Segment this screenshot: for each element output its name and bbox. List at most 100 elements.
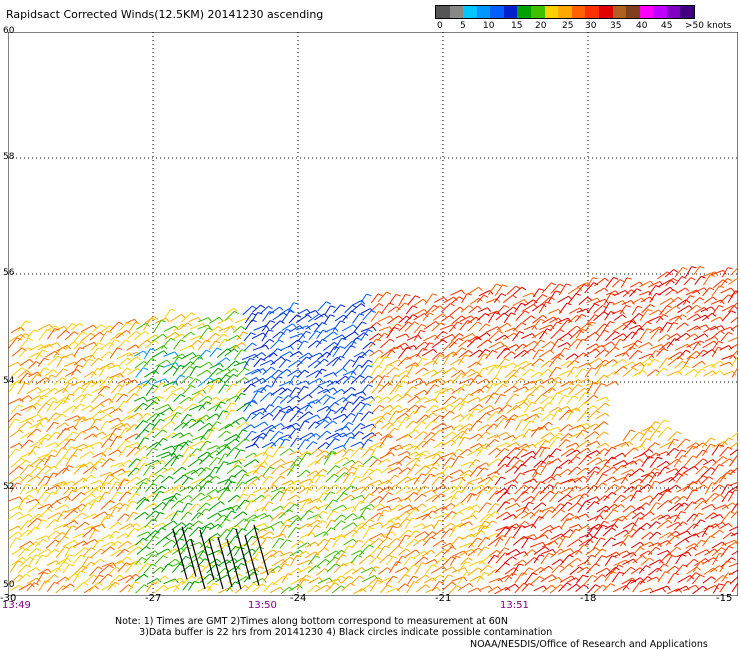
wind-barb [596, 495, 606, 503]
wind-barb-flag [142, 383, 148, 386]
wind-barb [605, 290, 616, 296]
wind-barb-flag [359, 575, 364, 580]
wind-barb [117, 459, 130, 468]
wind-barb [182, 403, 195, 413]
wind-barb [62, 486, 72, 495]
wind-barb-flag [469, 506, 474, 511]
wind-barb [487, 555, 495, 564]
wind-barb-flag [736, 278, 738, 280]
wind-barb [531, 465, 540, 477]
wind-barb [224, 434, 237, 442]
wind-barb-flag [404, 574, 410, 578]
wind-barb [405, 538, 415, 547]
wind-barb [718, 472, 728, 484]
wind-barb-flag [583, 284, 589, 288]
wind-barb [612, 503, 622, 511]
wind-barb-flag [257, 312, 263, 315]
wind-barb-flag [343, 492, 349, 496]
wind-barb-flag [83, 463, 88, 468]
wind-barb [37, 491, 46, 502]
wind-barb-flag [449, 315, 455, 320]
wind-barb [55, 546, 66, 558]
wind-barb-flag [70, 545, 76, 549]
wind-barb [56, 495, 68, 502]
wind-barb [164, 392, 173, 402]
wind-barb-flag [457, 321, 463, 325]
wind-barb-flag [255, 443, 260, 449]
wind-barb [225, 395, 237, 402]
wind-barb [362, 455, 374, 466]
wind-barb-flag [251, 430, 257, 434]
wind-barb [162, 308, 172, 321]
wind-barb-flag [69, 382, 75, 386]
wind-barb [279, 448, 290, 456]
wind-barb-flag [279, 550, 284, 555]
wind-barb-flag [711, 306, 716, 311]
wind-barb [154, 438, 164, 449]
wind-barb-flag [397, 404, 403, 409]
wind-barb [108, 491, 118, 504]
wind-barb [304, 310, 316, 316]
wind-barb [494, 535, 503, 547]
wind-barb-flag [422, 523, 426, 528]
wind-barb [586, 314, 595, 325]
wind-barb [223, 510, 232, 521]
wind-barb-flag [105, 365, 111, 368]
wind-barb-flag [329, 380, 334, 385]
wind-barb [343, 529, 355, 537]
wind-barb-flag [287, 573, 293, 576]
wind-barb [297, 308, 308, 315]
wind-barb-flag [304, 369, 310, 374]
wind-barb [180, 414, 188, 424]
wind-barb [299, 510, 310, 521]
wind-barb [657, 489, 668, 502]
wind-barb-flag [269, 531, 275, 536]
wind-barb [577, 282, 588, 288]
wind-barb-flag [207, 324, 212, 330]
wind-barb [701, 349, 713, 357]
wind-barb [441, 315, 451, 322]
wind-barb [118, 381, 126, 393]
wind-barb [172, 466, 183, 475]
wind-barb [378, 326, 390, 332]
wind-barb [342, 331, 355, 340]
wind-barb [224, 438, 236, 448]
wind-barb [549, 491, 559, 503]
wind-barb-flag [442, 422, 448, 427]
wind-barb-flag [409, 504, 414, 509]
wind-barb [332, 413, 345, 420]
wind-barb-flag [690, 277, 696, 281]
wind-barb [215, 574, 228, 583]
wind-barb [79, 451, 91, 459]
wind-barb-flag [233, 307, 238, 312]
wind-barb [63, 393, 70, 405]
wind-barb-flag [25, 483, 32, 487]
wind-barb [352, 299, 362, 306]
wind-barb [431, 450, 440, 460]
wind-barb [325, 432, 338, 441]
colorbar-swatch [449, 6, 464, 18]
wind-barb-flag [98, 342, 103, 346]
wind-barb [595, 330, 605, 342]
wind-barb [560, 381, 571, 387]
wind-barb [494, 448, 506, 459]
wind-barb [413, 453, 422, 465]
wind-barb [710, 299, 722, 305]
wind-barb [260, 454, 270, 466]
wind-barb-flag [440, 322, 446, 326]
wind-barb-flag [334, 438, 340, 441]
wind-barb [432, 457, 441, 467]
wind-barb [487, 310, 498, 316]
wind-barb-flag [467, 320, 473, 323]
wind-barb-flag [229, 423, 234, 428]
wind-barb-flag [350, 375, 356, 379]
wind-barb-flag [15, 448, 21, 452]
wind-barb-flag [429, 342, 435, 345]
wind-barb-flag [336, 356, 342, 361]
wind-barb-flag [577, 502, 582, 507]
wind-speed-colorbar [435, 5, 695, 19]
wind-barb [451, 414, 461, 421]
wind-barb [199, 361, 210, 369]
wind-barb [574, 387, 586, 396]
wind-barb [469, 374, 479, 386]
